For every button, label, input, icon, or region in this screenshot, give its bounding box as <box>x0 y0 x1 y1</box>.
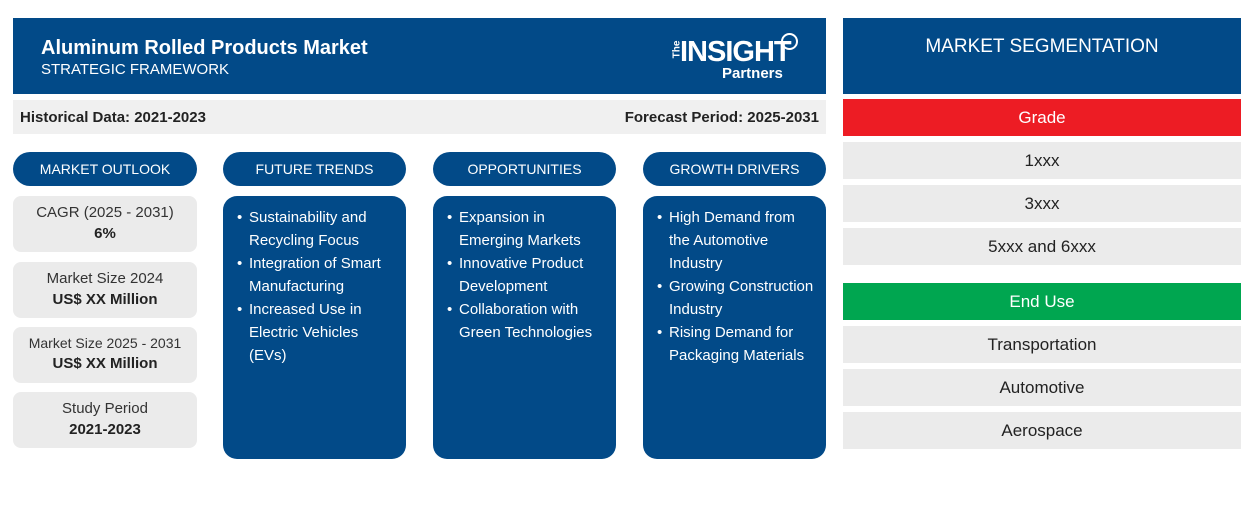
future-trends-box: Sustainability and Recycling FocusIntegr… <box>223 196 406 459</box>
grade-header: Grade <box>843 99 1241 136</box>
period-bar: Historical Data: 2021-2023 Forecast Peri… <box>13 100 826 134</box>
end-use-item: Transportation <box>843 326 1241 363</box>
end-use-item: Aerospace <box>843 412 1241 449</box>
grade-item: 5xxx and 6xxx <box>843 228 1241 265</box>
end-use-header: End Use <box>843 283 1241 320</box>
outlook-card-study-period: Study Period 2021-2023 <box>13 392 197 448</box>
segmentation-title: MARKET SEGMENTATION <box>843 18 1241 94</box>
growth-drivers-box: High Demand from the Automotive Industry… <box>643 196 826 459</box>
future-trends-header: FUTURE TRENDS <box>223 152 406 186</box>
insight-partners-logo: The INSIGHT Partners <box>668 33 808 84</box>
opportunities-header: OPPORTUNITIES <box>433 152 616 186</box>
end-use-item: Automotive <box>843 369 1241 406</box>
grade-item: 1xxx <box>843 142 1241 179</box>
page-title: Aluminum Rolled Products Market <box>41 37 368 59</box>
title-banner: Aluminum Rolled Products Market STRATEGI… <box>13 18 826 94</box>
outlook-card-market-size-2024: Market Size 2024 US$ XX Million <box>13 262 197 318</box>
forecast-period: Forecast Period: 2025-2031 <box>624 109 819 126</box>
outlook-card-cagr: CAGR (2025 - 2031) 6% <box>13 196 197 252</box>
opportunities-box: Expansion in Emerging MarketsInnovative … <box>433 196 616 459</box>
market-outlook-header: MARKET OUTLOOK <box>13 152 197 186</box>
page-subtitle: STRATEGIC FRAMEWORK <box>41 61 230 78</box>
growth-drivers-header: GROWTH DRIVERS <box>643 152 826 186</box>
outlook-card-market-size-forecast: Market Size 2025 - 2031 US$ XX Million <box>13 327 197 383</box>
historical-data: Historical Data: 2021-2023 <box>20 109 206 126</box>
grade-item: 3xxx <box>843 185 1241 222</box>
